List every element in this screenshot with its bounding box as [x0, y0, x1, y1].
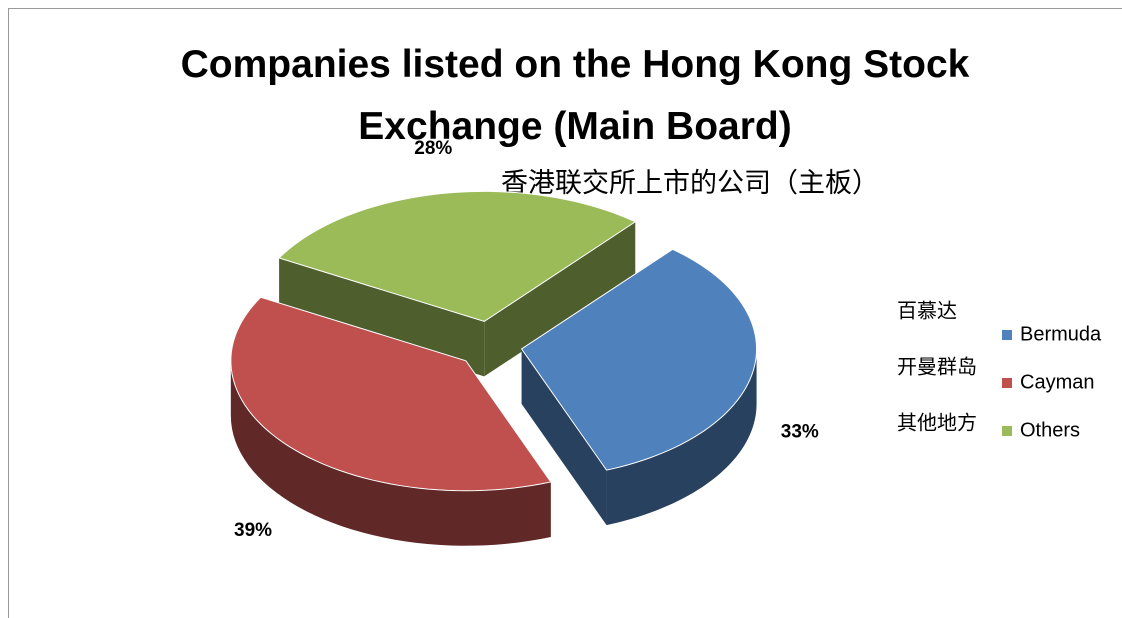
slice-wall: [230, 360, 551, 546]
legend-annotation: 百慕达: [897, 299, 957, 322]
slice: [520, 248, 758, 526]
slice: [230, 296, 552, 546]
legend-annotation: 开曼群岛: [897, 355, 977, 378]
chart-subtitle: 香港联交所上市的公司（主板）: [501, 168, 879, 198]
data-label: 39%: [234, 520, 272, 541]
slice: [520, 248, 758, 471]
legend-swatch: [1002, 426, 1012, 436]
legend-label: Bermuda: [1020, 323, 1102, 345]
slice-wall: [606, 348, 757, 526]
legend-annotation: 其他地方: [897, 411, 977, 434]
legend-label: Others: [1020, 419, 1080, 441]
legend-label: Cayman: [1020, 371, 1094, 393]
legend-swatch: [1002, 330, 1012, 340]
data-label: 33%: [781, 422, 819, 443]
slice: [230, 296, 552, 492]
legend-swatch: [1002, 378, 1012, 388]
slice: [278, 190, 637, 377]
slice-side: [484, 221, 636, 377]
data-label: 28%: [414, 138, 452, 159]
slice: [278, 190, 637, 322]
slice-side: [279, 257, 485, 377]
chart-frame: [8, 8, 1122, 618]
chart-title: Companies listed on the Hong Kong Stock …: [180, 43, 970, 148]
slice-side: [521, 348, 607, 526]
